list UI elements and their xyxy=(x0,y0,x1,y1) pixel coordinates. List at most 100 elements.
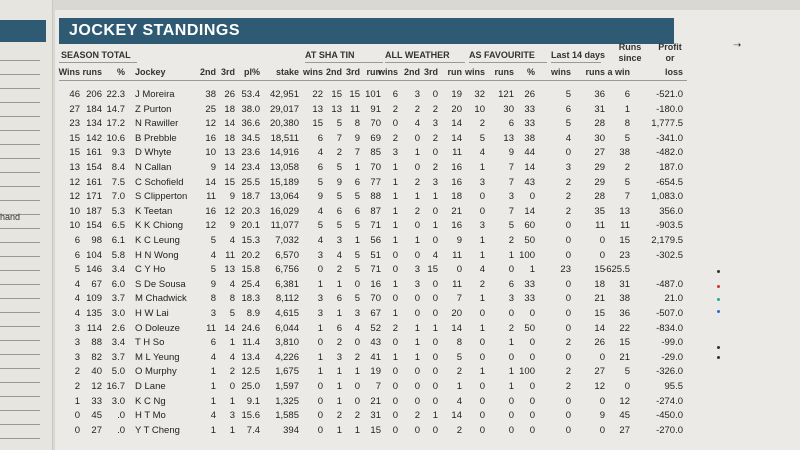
adjacent-page-rule xyxy=(0,158,40,159)
table-cell: 0 xyxy=(432,293,438,305)
table-cell: 15 xyxy=(619,235,630,246)
table-cell: 3 xyxy=(565,162,571,173)
table-cell: 9 xyxy=(336,176,342,188)
table-cell: 60 xyxy=(524,220,535,232)
table-cell: -302.5 xyxy=(656,249,683,261)
table-cell: 2 xyxy=(432,132,438,144)
rule-season xyxy=(59,62,137,63)
jockey-name: Z Purton xyxy=(135,103,172,115)
table-cell: 2 xyxy=(508,235,514,246)
table-cell: 70 xyxy=(370,162,381,173)
table-cell: 1 xyxy=(336,395,342,407)
table-cell: 38.0 xyxy=(241,103,261,115)
registration-mark xyxy=(717,285,720,288)
table-cell: 6,044 xyxy=(275,322,299,334)
table-cell: 16,029 xyxy=(269,205,299,217)
table-cell: 26 xyxy=(524,89,535,100)
table-cell: 6 xyxy=(508,278,514,290)
table-row: 3 88 3.4 T H So 6 1 11.4 3,810 0 2 0 43 0 1 0 8 0 1 0 2 26 15… xyxy=(55,337,800,352)
registration-mark xyxy=(717,298,720,301)
table-row: 12 161 7.5 C Schofield 14 15 25.5 15,189 5 9 6 77 1 2… xyxy=(55,177,800,192)
table-cell: 6 xyxy=(565,103,571,115)
table-cell: 142 xyxy=(86,132,102,144)
table-cell: 33 xyxy=(524,278,535,290)
table-row: 6 104 5.8 H N Wong 4 11 20.2 6,570 3 4 5 51 0 0 4 11 1 1 1… xyxy=(55,250,800,265)
table-row: 46 206 22.3 J Moreira 38 26 53.4 42,951 22 15 15 10… xyxy=(55,89,800,104)
table-cell: 2 xyxy=(354,351,360,363)
table-cell: 88 xyxy=(370,191,381,203)
table-cell: 40 xyxy=(91,366,102,378)
table-cell: 3 xyxy=(414,89,420,100)
table-cell: 1 xyxy=(392,278,398,290)
table-cell: 0 xyxy=(74,424,80,436)
table-cell: 0 xyxy=(599,351,605,363)
table-cell: 0 xyxy=(432,366,438,378)
table-cell: -903.5 xyxy=(656,220,683,232)
table-cell: 109 xyxy=(86,293,102,305)
table-cell: 43 xyxy=(370,337,381,349)
table-cell: 3.4 xyxy=(111,264,125,276)
table-cell: 134 xyxy=(86,118,102,130)
table-cell: 0 xyxy=(565,322,571,334)
table-cell: 15 xyxy=(224,176,235,188)
table-cell: 0 xyxy=(479,395,485,407)
table-cell: 2 xyxy=(565,366,571,378)
table-cell: 9 xyxy=(229,191,235,203)
runs-since-line1: Runs xyxy=(618,42,642,52)
table-cell: 71 xyxy=(370,264,381,276)
adjacent-page-rule xyxy=(0,284,40,285)
table-cell: 0 xyxy=(479,410,485,422)
table-cell: 23 xyxy=(619,249,630,261)
table-cell: 15 xyxy=(69,147,80,159)
table-cell: 22.3 xyxy=(106,89,126,100)
table-cell: 12 xyxy=(91,381,102,392)
table-cell: 1 xyxy=(508,381,514,392)
profit-line1: Profit xyxy=(658,42,682,52)
table-cell: 0 xyxy=(508,424,514,436)
table-cell: 21 xyxy=(451,205,462,217)
jockey-name: D Whyte xyxy=(135,147,172,159)
table-cell: 10 xyxy=(69,205,80,217)
table-cell: 6 xyxy=(74,249,80,261)
table-cell: 50 xyxy=(524,235,535,246)
column-header: 3rd xyxy=(220,67,235,77)
table-cell: 135 xyxy=(86,308,102,319)
jockey-name: H N Wong xyxy=(135,249,179,261)
adjacent-page-rule xyxy=(0,74,40,75)
profit-line2: or xyxy=(665,53,675,63)
table-cell: 0 xyxy=(565,351,571,363)
jockey-standings-table: JOCKEY STANDINGS ➝ SEASON TOTAL AT SHA T… xyxy=(55,10,800,450)
table-cell: 394 xyxy=(283,424,299,436)
table-cell: 11 xyxy=(620,220,630,232)
jockey-name: Y T Cheng xyxy=(135,424,180,436)
table-cell: 3,810 xyxy=(275,337,299,349)
adjacent-page-rule xyxy=(0,438,40,439)
jockey-name: C Schofield xyxy=(135,176,184,188)
adjacent-page-rule xyxy=(0,228,40,229)
table-cell: 0 xyxy=(392,366,398,378)
table-cell: 1 xyxy=(508,366,514,378)
table-cell: 27 xyxy=(594,147,605,159)
table-cell: 0 xyxy=(565,147,571,159)
table-cell: 5 xyxy=(210,264,216,276)
table-cell: 2 xyxy=(336,410,342,422)
table-cell: 0 xyxy=(414,424,420,436)
registration-mark xyxy=(717,270,720,273)
table-cell: 0 xyxy=(317,424,323,436)
table-cell: 0 xyxy=(432,205,438,217)
jockey-name: D Lane xyxy=(135,381,166,392)
table-cell: 20.3 xyxy=(241,205,261,217)
table-row: 27 184 14.7 Z Purton 25 18 38.0 29,017 13 13 11 91 2… xyxy=(55,104,800,119)
table-cell: 2 xyxy=(432,162,438,173)
table-cell: 5 xyxy=(354,264,360,276)
table-cell: 0 xyxy=(414,132,420,144)
column-header: loss xyxy=(664,67,683,77)
table-cell: 7 xyxy=(508,162,514,173)
table-cell: 1 xyxy=(354,162,360,173)
table-cell: 8 xyxy=(354,118,360,130)
table-cell: 0 xyxy=(479,191,485,203)
adjacent-page-rule xyxy=(0,214,40,215)
table-cell: 0 xyxy=(432,235,438,246)
table-cell: 23.6 xyxy=(241,147,261,159)
table-row: 10 187 5.3 K Teetan 16 12 20.3 16,029 4 6 6 87 1 2 0 21… xyxy=(55,206,800,221)
